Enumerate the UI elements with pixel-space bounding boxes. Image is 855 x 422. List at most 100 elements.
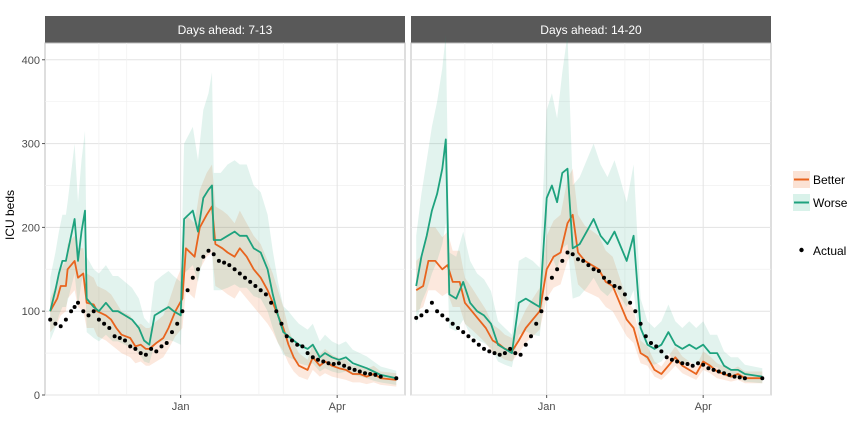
actual-point	[456, 326, 460, 330]
panel-days-ahead-14-20: Days ahead: 14-20 Jan Apr	[410, 16, 772, 413]
actual-point	[394, 376, 399, 381]
actual-point	[440, 313, 445, 318]
actual-point	[107, 326, 112, 330]
actual-point	[643, 334, 648, 339]
actual-point	[326, 361, 331, 366]
actual-point	[321, 359, 326, 364]
strip-title: Days ahead: 14-20	[540, 23, 642, 37]
actual-point	[154, 349, 159, 354]
actual-point	[659, 349, 664, 354]
x-tick-label: Jan	[538, 401, 556, 413]
actual-point	[53, 321, 58, 326]
legend-label-better: Better	[813, 173, 845, 187]
actual-point	[544, 296, 549, 301]
y-tick-label: 300	[22, 139, 40, 151]
actual-point	[258, 288, 263, 293]
actual-point	[591, 267, 596, 272]
actual-point	[586, 263, 591, 268]
actual-point	[737, 375, 742, 380]
x-tick-label: Apr	[695, 401, 712, 413]
actual-point	[378, 374, 383, 379]
actual-point	[450, 321, 455, 326]
actual-point	[617, 285, 622, 290]
legend-label-actual: Actual	[813, 244, 846, 258]
strip-background	[45, 16, 405, 43]
actual-point	[742, 376, 747, 381]
actual-point	[143, 352, 148, 357]
actual-point	[539, 309, 544, 314]
legend-label-worse: Worse	[813, 196, 848, 210]
actual-point	[685, 362, 690, 366]
actual-point	[290, 338, 294, 343]
actual-point	[487, 349, 492, 354]
actual-point	[284, 334, 289, 339]
actual-point	[760, 376, 765, 381]
legend: Better Worse Actual	[793, 171, 848, 258]
actual-point	[164, 341, 169, 345]
actual-point	[476, 342, 481, 347]
strip-title: Days ahead: 7-13	[178, 23, 273, 37]
actual-point	[123, 338, 127, 343]
actual-point	[502, 351, 507, 356]
actual-point	[102, 321, 107, 326]
actual-point	[81, 309, 86, 314]
actual-point	[596, 269, 601, 273]
actual-point	[732, 374, 737, 379]
actual-point	[237, 271, 242, 276]
actual-point	[211, 252, 216, 257]
actual-point	[565, 250, 570, 255]
actual-point	[222, 260, 227, 265]
actual-point	[72, 305, 77, 309]
actual-point	[664, 355, 669, 360]
actual-point	[274, 309, 279, 314]
actual-point	[445, 317, 450, 322]
actual-point	[363, 371, 367, 376]
actual-point	[628, 300, 633, 305]
actual-point	[701, 362, 706, 367]
actual-point	[555, 267, 560, 272]
actual-point	[117, 336, 122, 340]
actual-point	[227, 263, 232, 268]
actual-point	[534, 321, 539, 326]
actual-point	[96, 317, 101, 322]
actual-point	[305, 351, 310, 356]
actual-point	[513, 351, 518, 356]
y-tick-label: 200	[22, 222, 40, 234]
actual-point	[424, 309, 429, 314]
actual-point	[549, 275, 554, 280]
actual-point	[201, 254, 206, 259]
actual-point	[471, 338, 476, 343]
actual-point	[696, 361, 700, 366]
actual-point	[112, 334, 117, 339]
actual-point	[414, 315, 419, 320]
actual-point	[269, 300, 274, 305]
actual-point	[347, 366, 352, 371]
y-tick-label: 400	[22, 55, 40, 67]
y-tick-label: 100	[22, 306, 40, 318]
actual-point	[310, 355, 315, 360]
actual-point	[263, 292, 268, 297]
actual-point	[368, 372, 373, 376]
actual-point	[492, 351, 497, 356]
band-better	[50, 164, 397, 387]
actual-point	[570, 252, 575, 257]
actual-point	[216, 258, 221, 263]
actual-point	[633, 309, 638, 314]
actual-point	[128, 344, 133, 349]
strip-background	[411, 16, 771, 43]
actual-point	[342, 363, 347, 368]
actual-point	[48, 317, 53, 322]
x-tick-label: Apr	[329, 401, 346, 413]
actual-point	[649, 341, 653, 345]
actual-point	[295, 342, 300, 347]
actual-point	[331, 362, 336, 366]
actual-point	[706, 366, 711, 371]
actual-point	[622, 292, 627, 297]
actual-point	[675, 359, 680, 364]
actual-point	[190, 275, 195, 280]
actual-point	[373, 372, 378, 377]
series-line-worse	[49, 184, 397, 380]
actual-point	[669, 357, 674, 362]
band-worse	[50, 72, 397, 385]
actual-point	[429, 300, 434, 305]
